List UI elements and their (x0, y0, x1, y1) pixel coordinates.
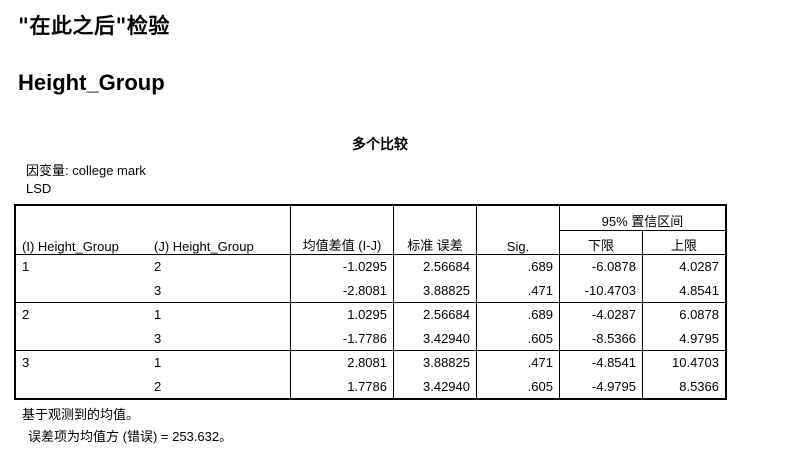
cell-mean-difference: -2.8081 (290, 278, 394, 303)
cell-std-error: 2.56684 (393, 302, 477, 327)
cell-sig: .605 (476, 326, 560, 351)
header-lower-bound: 下限 (559, 230, 643, 255)
cell-j-group: 1 (148, 350, 291, 375)
cell-lower-bound: -6.0878 (559, 254, 643, 279)
cell-std-error: 2.56684 (393, 254, 477, 279)
cell-lower-bound: -8.5366 (559, 326, 643, 351)
header-j-group: (J) Height_Group (154, 239, 254, 254)
cell-j-group: 2 (148, 254, 291, 279)
cell-j-group: 3 (154, 330, 162, 346)
table-row: 3 1 2.8081 3.88825 .471 -4.8541 10.4703 (15, 350, 726, 375)
cell-upper-bound: 6.0878 (642, 302, 726, 327)
cell-j-group: 1 (148, 302, 291, 327)
cell-sig: .471 (476, 350, 560, 375)
section-title: Height_Group (18, 70, 165, 95)
cell-upper-bound: 4.0287 (642, 254, 726, 279)
footnote-observed-means: 基于观测到的均值。 (22, 407, 140, 422)
header-i-group: (I) Height_Group (22, 239, 119, 254)
cell-i-group: 3 (15, 350, 148, 375)
cell-j-group: 2 (154, 378, 162, 394)
cell-mean-difference: 1.0295 (290, 302, 394, 327)
table-row: 3 -2.8081 3.88825 .471 -10.4703 4.8541 (15, 278, 726, 303)
table-caption: 多个比较 (352, 136, 408, 152)
cell-std-error: 3.88825 (393, 278, 477, 303)
header-upper-bound: 上限 (642, 230, 726, 255)
header-mean-difference: 均值差值 (I-J) (290, 205, 394, 255)
header-std-error: 标准 误差 (393, 205, 477, 255)
table-row: 2 1.7786 3.42940 .605 -4.9795 8.5366 (15, 374, 726, 400)
cell-mean-difference: 1.7786 (290, 374, 394, 399)
cell-sig: .605 (476, 374, 560, 399)
cell-lower-bound: -4.0287 (559, 302, 643, 327)
cell-j-group: 3 (154, 282, 162, 298)
cell-mean-difference: -1.0295 (290, 254, 394, 279)
cell-i-group (15, 279, 148, 303)
cell-upper-bound: 4.9795 (642, 326, 726, 351)
cell-mean-difference: -1.7786 (290, 326, 394, 351)
page-title: "在此之后"检验 (18, 13, 170, 38)
cell-i-group: 2 (15, 302, 148, 327)
cell-std-error: 3.42940 (393, 326, 477, 351)
cell-sig: .689 (476, 302, 560, 327)
cell-upper-bound: 8.5366 (642, 374, 726, 399)
cell-sig: .471 (476, 278, 560, 303)
cell-i-group (15, 375, 148, 400)
method-label: LSD (26, 181, 52, 196)
cell-std-error: 3.42940 (393, 374, 477, 399)
cell-i-group (15, 327, 148, 351)
cell-mean-difference: 2.8081 (290, 350, 394, 375)
header-sig: Sig. (476, 205, 560, 255)
dependent-variable-label: 因变量: college mark (26, 163, 146, 178)
cell-sig: .689 (476, 254, 560, 279)
header-confidence-interval: 95% 置信区间 (559, 205, 726, 231)
table-row: 1 2 -1.0295 2.56684 .689 -6.0878 4.0287 (15, 254, 726, 279)
cell-lower-bound: -4.8541 (559, 350, 643, 375)
table-row: 3 -1.7786 3.42940 .605 -8.5366 4.9795 (15, 326, 726, 351)
cell-i-group: 1 (15, 254, 148, 279)
cell-lower-bound: -4.9795 (559, 374, 643, 399)
footnote-error-term: 误差项为均值方 (错误) = 253.632。 (28, 429, 233, 444)
table-row: 2 1 1.0295 2.56684 .689 -4.0287 6.0878 (15, 302, 726, 327)
cell-lower-bound: -10.4703 (559, 278, 643, 303)
cell-std-error: 3.88825 (393, 350, 477, 375)
cell-upper-bound: 10.4703 (642, 350, 726, 375)
cell-upper-bound: 4.8541 (642, 278, 726, 303)
multiple-comparisons-table: (I) Height_Group (J) Height_Group 均值差值 (… (14, 204, 727, 400)
